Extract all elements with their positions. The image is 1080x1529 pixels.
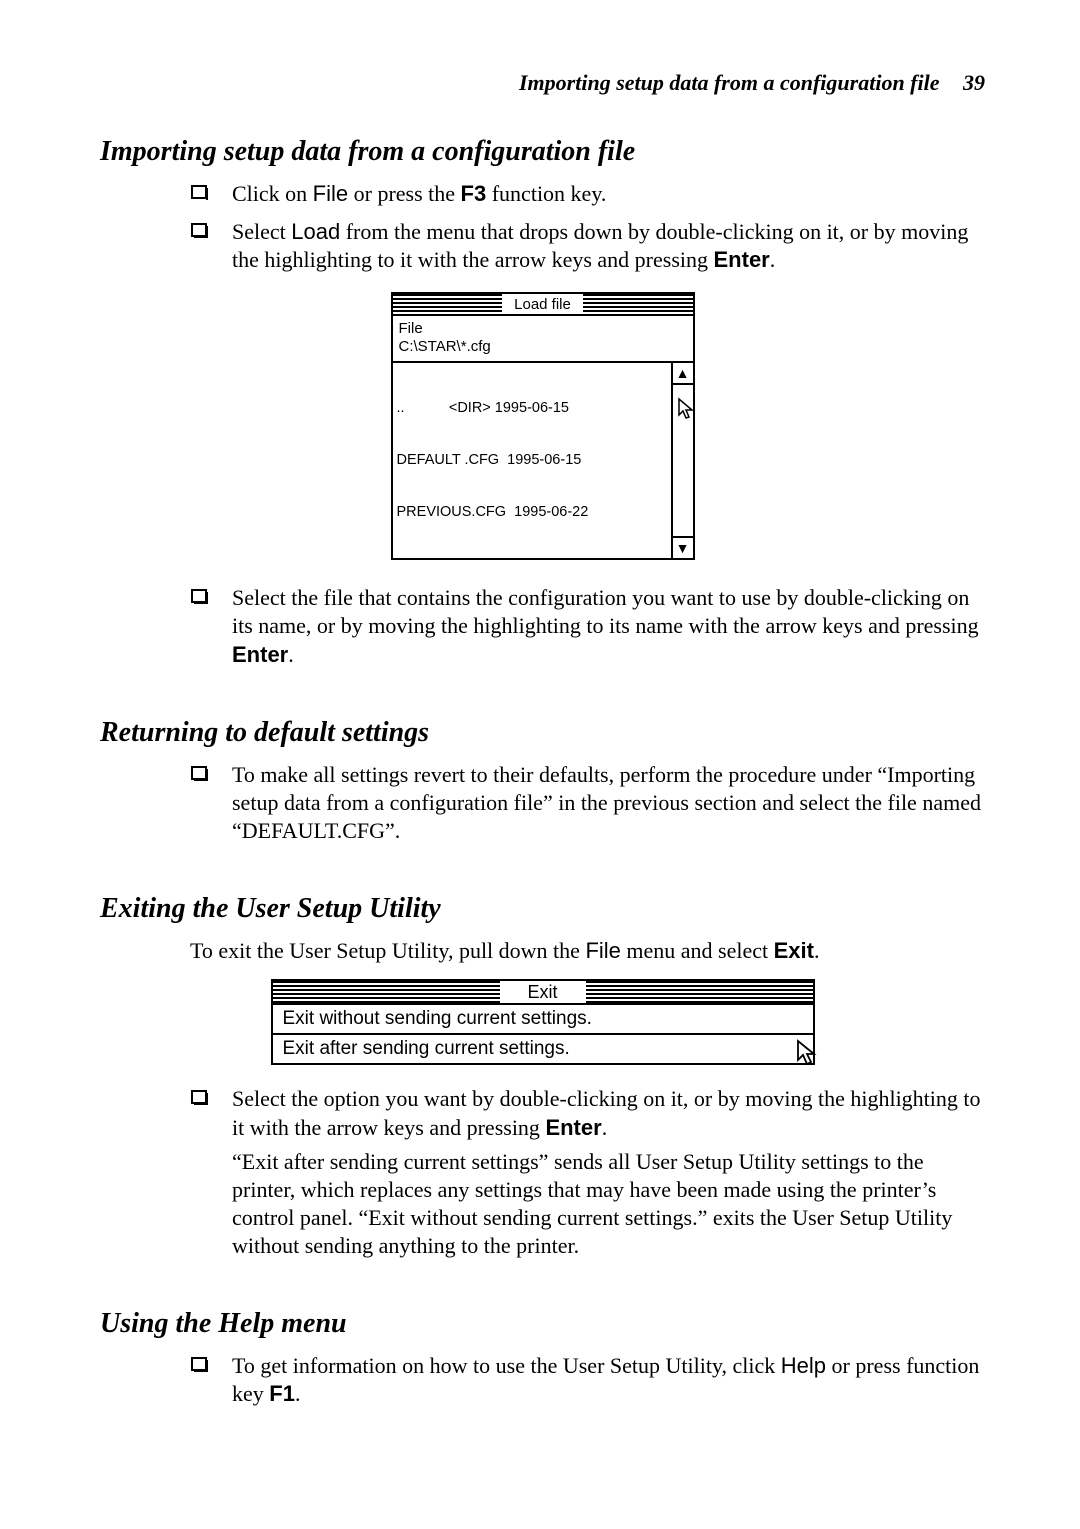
heading-defaults: Returning to default settings — [100, 717, 985, 749]
section-exit: Exiting the User Setup Utility To exit t… — [100, 893, 985, 1260]
file-row[interactable]: PREVIOUS.CFG 1995-06-22 — [397, 504, 667, 521]
exit-option-send[interactable]: Exit after sending current settings. — [273, 1035, 813, 1063]
scrollbar[interactable]: ▲ ▼ — [673, 363, 693, 558]
path-label: File — [399, 320, 687, 337]
file-row[interactable]: .. <DIR> 1995-06-15 — [397, 400, 667, 417]
exit-item-1: Select the option you want by double-cli… — [190, 1085, 985, 1260]
import-list: Click on File or press the F3 function k… — [190, 180, 985, 274]
help-item-1: To get information on how to use the Use… — [190, 1352, 985, 1408]
titlebar-stripe — [586, 981, 813, 1003]
titlebar-stripe — [583, 294, 693, 314]
scroll-track[interactable] — [673, 385, 693, 536]
f1-key: F1 — [269, 1381, 295, 1406]
text: menu and select — [621, 938, 774, 963]
text: Select — [232, 219, 291, 244]
enter-key: Enter — [545, 1115, 601, 1140]
path-value: C:\STAR\*.cfg — [399, 338, 687, 355]
file-label: File — [313, 181, 348, 206]
checkbox-icon — [190, 1087, 212, 1105]
dialog-titlebar: Exit — [273, 981, 813, 1005]
exit-intro: To exit the User Setup Utility, pull dow… — [190, 937, 985, 965]
titlebar-stripe — [393, 294, 503, 314]
exit-option-nosend[interactable]: Exit without sending current settings. — [273, 1005, 813, 1035]
load-label: Load — [291, 219, 340, 244]
path-area: File C:\STAR\*.cfg — [393, 316, 693, 361]
heading-help: Using the Help menu — [100, 1308, 985, 1340]
file-label: File — [585, 938, 620, 963]
enter-key: Enter — [714, 247, 770, 272]
text: Click on — [232, 181, 313, 206]
import-item-1: Click on File or press the F3 function k… — [190, 180, 985, 208]
cursor-icon — [795, 1038, 821, 1073]
text: To exit the User Setup Utility, pull dow… — [190, 938, 585, 963]
text: or press the — [348, 181, 460, 206]
text: from the menu that drops down by double-… — [232, 219, 968, 272]
section-defaults: Returning to default settings To make al… — [100, 717, 985, 845]
checkbox-icon — [190, 182, 212, 200]
text: . — [814, 938, 820, 963]
import-item-2: Select Load from the menu that drops dow… — [190, 218, 985, 274]
scroll-down-icon[interactable]: ▼ — [673, 536, 693, 558]
section-help: Using the Help menu To get information o… — [100, 1308, 985, 1408]
checkbox-icon — [190, 1354, 212, 1372]
import-item-3: Select the file that contains the config… — [190, 584, 985, 668]
text: Select the file that contains the config… — [232, 585, 979, 638]
enter-key: Enter — [232, 642, 288, 667]
text: . — [602, 1115, 608, 1140]
heading-exit: Exiting the User Setup Utility — [100, 893, 985, 925]
help-label: Help — [781, 1353, 826, 1378]
text: . — [295, 1381, 301, 1406]
file-row[interactable]: DEFAULT .CFG 1995-06-15 — [397, 452, 667, 469]
text: To get information on how to use the Use… — [232, 1353, 781, 1378]
checkbox-icon — [190, 763, 212, 781]
scroll-up-icon[interactable]: ▲ — [673, 363, 693, 385]
text: . — [770, 247, 776, 272]
dialog-title: Load file — [502, 296, 583, 313]
help-list: To get information on how to use the Use… — [190, 1352, 985, 1408]
text: “Exit after sending current settings” se… — [232, 1149, 952, 1258]
defaults-list: To make all settings revert to their def… — [190, 761, 985, 845]
exit-dialog: Exit Exit without sending current settin… — [271, 979, 815, 1065]
exit-label: Exit — [774, 938, 814, 963]
defaults-item-1: To make all settings revert to their def… — [190, 761, 985, 845]
heading-import: Importing setup data from a configuratio… — [100, 136, 985, 168]
running-title: Importing setup data from a configuratio… — [519, 70, 940, 95]
f3-key: F3 — [461, 181, 487, 206]
file-list[interactable]: .. <DIR> 1995-06-15 DEFAULT .CFG 1995-06… — [393, 363, 673, 558]
dialog-title: Exit — [500, 982, 586, 1003]
text: . — [288, 642, 294, 667]
checkbox-icon — [190, 586, 212, 604]
page-number: 39 — [963, 70, 985, 95]
section-import: Importing setup data from a configuratio… — [100, 136, 985, 669]
file-list-wrap: .. <DIR> 1995-06-15 DEFAULT .CFG 1995-06… — [393, 361, 693, 558]
dialog-titlebar: Load file — [393, 294, 693, 316]
text: To make all settings revert to their def… — [232, 762, 981, 843]
document-page: Importing setup data from a configuratio… — [0, 0, 1080, 1529]
load-file-dialog: Load file File C:\STAR\*.cfg .. <DIR> 19… — [391, 292, 695, 560]
exit-list: Select the option you want by double-cli… — [190, 1085, 985, 1260]
text: function key. — [486, 181, 606, 206]
titlebar-stripe — [273, 981, 500, 1003]
checkbox-icon — [190, 220, 212, 238]
running-header: Importing setup data from a configuratio… — [100, 70, 985, 96]
import-list-2: Select the file that contains the config… — [190, 584, 985, 668]
